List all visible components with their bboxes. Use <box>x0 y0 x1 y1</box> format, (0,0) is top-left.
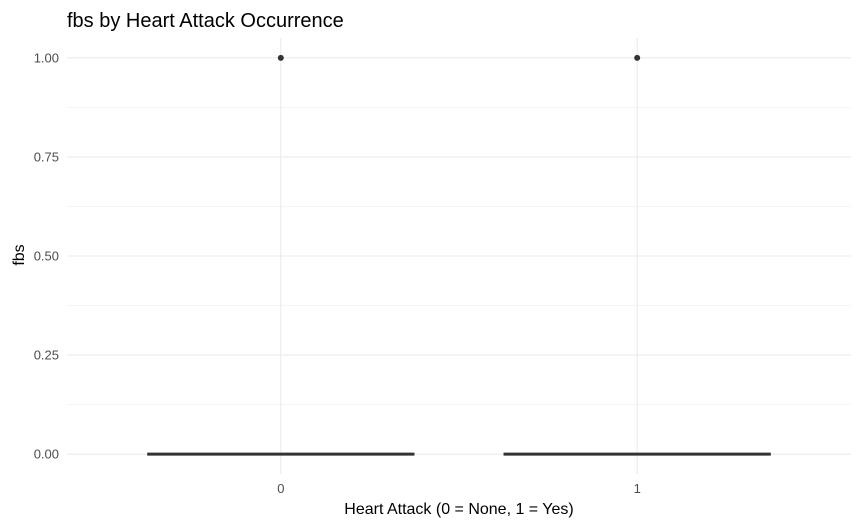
grid <box>67 38 851 474</box>
outliers <box>277 54 641 61</box>
x-tick-label: 0 <box>277 481 284 496</box>
y-tick-label: 0.00 <box>34 447 59 462</box>
x-axis-title: Heart Attack (0 = None, 1 = Yes) <box>344 501 573 518</box>
y-tick-label: 0.75 <box>34 149 59 164</box>
y-axis-ticks: 0.00 0.25 0.50 0.75 1.00 <box>34 50 59 461</box>
outlier-point <box>634 54 641 61</box>
x-tick-label: 1 <box>634 481 641 496</box>
y-tick-label: 1.00 <box>34 50 59 65</box>
y-tick-label: 0.25 <box>34 348 59 363</box>
y-tick-label: 0.50 <box>34 249 59 264</box>
y-axis-title: fbs <box>11 244 28 265</box>
chart-title: fbs by Heart Attack Occurrence <box>67 10 344 32</box>
outlier-point <box>277 54 284 61</box>
